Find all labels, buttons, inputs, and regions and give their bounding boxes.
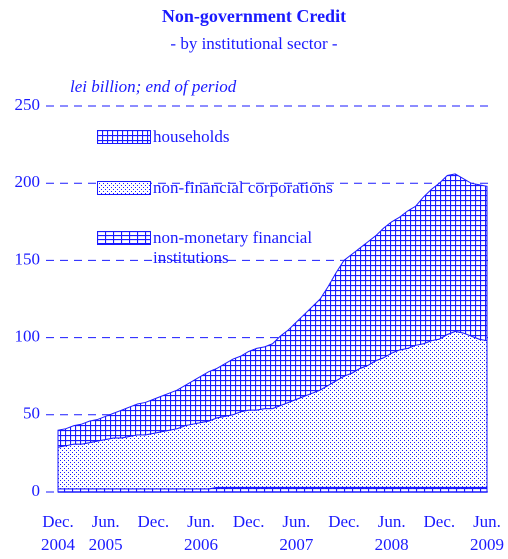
y-tick-label: 0	[32, 481, 41, 500]
x-tick-year: 2007	[279, 535, 314, 554]
y-tick-label: 250	[15, 95, 41, 114]
legend-label: households	[153, 127, 230, 146]
chart-subtitle: - by institutional sector -	[170, 34, 337, 53]
x-tick-label: Dec.	[233, 512, 265, 531]
y-tick-label: 150	[15, 249, 41, 268]
x-tick-label: Jun.	[282, 512, 310, 531]
legend-swatch-rect	[97, 231, 151, 245]
x-tick-label: Dec.	[138, 512, 170, 531]
x-tick-year: 2005	[89, 535, 123, 554]
legend-swatch	[97, 181, 151, 195]
legend-item: non-monetary financial institutions	[97, 228, 363, 268]
x-tick-label: Dec.	[42, 512, 74, 531]
x-tick-year: 2004	[41, 535, 76, 554]
legend-label: non-financial corporations	[153, 178, 333, 197]
x-tick-year: 2009	[470, 535, 504, 554]
y-tick-label: 100	[15, 327, 41, 346]
y-tick-label: 50	[23, 404, 40, 423]
area	[57, 173, 488, 448]
x-tick-label: Jun.	[473, 512, 501, 531]
chart-title: Non-government Credit	[162, 6, 346, 26]
x-tick-year: 2006	[184, 535, 218, 554]
legend-swatch	[97, 231, 151, 245]
legend-swatch-rect	[97, 130, 151, 144]
x-tick-label: Jun.	[378, 512, 406, 531]
legend-item: households	[97, 127, 363, 147]
legend-item: non-financial corporations	[97, 178, 363, 198]
legend-label: non-monetary financial institutions	[153, 228, 313, 267]
x-tick-label: Jun.	[92, 512, 120, 531]
x-tick-label: Jun.	[187, 512, 215, 531]
x-tick-year: 2008	[375, 535, 409, 554]
y-axis-label: lei billion; end of period	[70, 77, 237, 96]
y-tick-label: 200	[15, 172, 41, 191]
x-tick-label: Dec.	[424, 512, 456, 531]
legend-swatch-rect	[97, 181, 151, 195]
legend-swatch	[97, 130, 151, 144]
x-tick-label: Dec.	[328, 512, 360, 531]
